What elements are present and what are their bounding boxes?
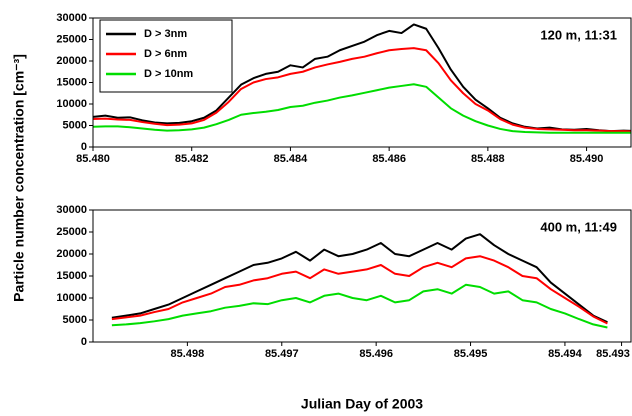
legend-label: D > 3nm	[144, 28, 187, 40]
x-tick-label: 85.497	[265, 348, 299, 360]
x-axis-label: Julian Day of 2003	[301, 396, 423, 412]
x-tick-label: 85.484	[274, 153, 309, 165]
y-tick-label: 5000	[63, 314, 87, 326]
y-tick-label: 10000	[56, 292, 87, 304]
data-line	[111, 255, 608, 325]
y-tick-label: 10000	[56, 98, 87, 110]
y-tick-label: 25000	[56, 226, 87, 238]
y-tick-label: 15000	[56, 270, 87, 282]
x-tick-label: 85.482	[175, 153, 209, 165]
x-tick-label: 85.496	[359, 348, 393, 360]
x-tick-label: 85.498	[171, 348, 205, 360]
data-line	[93, 47, 631, 133]
annotation: 120 m, 11:31	[540, 27, 617, 42]
y-tick-label: 25000	[56, 33, 87, 45]
y-tick-label: 20000	[56, 248, 87, 260]
y-tick-label: 5000	[63, 119, 87, 131]
data-line	[111, 233, 608, 324]
annotation: 400 m, 11:49	[540, 219, 617, 234]
y-tick-label: 0	[81, 336, 87, 348]
x-tick-label: 85.488	[471, 153, 505, 165]
x-tick-label: 85.480	[76, 153, 110, 165]
y-tick-label: 0	[81, 141, 87, 153]
data-line	[93, 83, 631, 134]
y-tick-label: 15000	[56, 76, 87, 88]
x-tick-label: 85.490	[570, 153, 604, 165]
x-tick-label: 85.494	[548, 348, 583, 360]
data-line	[93, 23, 631, 133]
y-tick-label: 20000	[56, 55, 87, 67]
legend-label: D > 10nm	[144, 68, 193, 80]
y-axis-label: Particle number concentration [cm⁻³]	[11, 54, 27, 302]
x-tick-label: 85.486	[372, 153, 406, 165]
x-tick-label: 85.495	[454, 348, 488, 360]
data-line	[111, 283, 608, 329]
y-tick-label: 30000	[56, 12, 87, 24]
y-tick-label: 30000	[56, 204, 87, 216]
legend-label: D > 6nm	[144, 48, 187, 60]
legend-box	[99, 19, 233, 93]
x-tick-label: 85.493	[596, 348, 630, 360]
